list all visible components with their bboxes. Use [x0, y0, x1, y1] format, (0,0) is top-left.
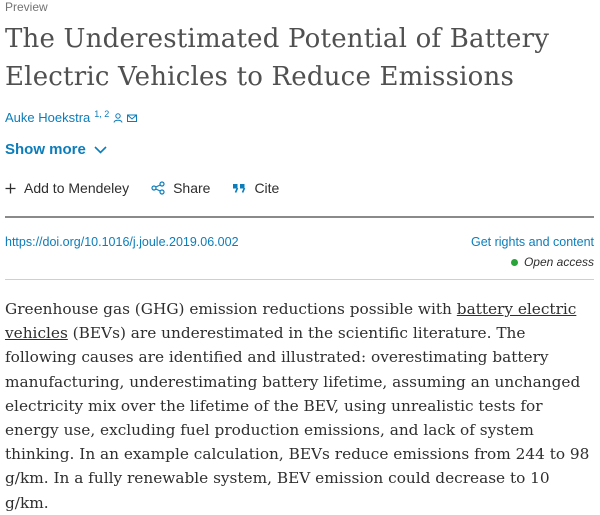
- preview-label: Preview: [5, 0, 48, 14]
- add-to-mendeley-button[interactable]: Add to Mendeley: [5, 180, 129, 196]
- header-divider: [5, 216, 594, 218]
- abstract-divider: [5, 279, 594, 280]
- cite-label: Cite: [254, 180, 280, 196]
- email-icon[interactable]: [127, 113, 138, 123]
- mendeley-label: Add to Mendeley: [24, 180, 130, 196]
- share-label: Share: [173, 180, 211, 196]
- cite-button[interactable]: Cite: [232, 180, 279, 196]
- abstract-text: Greenhouse gas (GHG) emission reductions…: [5, 297, 594, 515]
- show-more-button[interactable]: Show more: [5, 141, 594, 158]
- share-icon: [151, 181, 165, 195]
- share-button[interactable]: Share: [151, 180, 210, 196]
- author-affiliations[interactable]: 1, 2: [94, 108, 110, 119]
- article-header: Preview The Underestimated Potential of …: [5, 0, 594, 515]
- author-line: Auke Hoekstra 1, 2: [5, 108, 594, 125]
- bev-topic-link[interactable]: battery electric vehicles: [5, 300, 577, 343]
- article-actions: Add to Mendeley Share Cite: [5, 180, 594, 196]
- open-access-dot-icon: [510, 258, 518, 266]
- open-access-badge: Open access: [5, 255, 594, 269]
- abstract-part-2: (BEVs) are underestimated in the scienti…: [5, 324, 590, 512]
- doi-link[interactable]: https://doi.org/10.1016/j.joule.2019.06.…: [5, 235, 239, 249]
- show-more-label: Show more: [5, 141, 86, 158]
- quote-icon: [233, 184, 246, 193]
- author-name[interactable]: Auke Hoekstra: [5, 110, 91, 125]
- get-rights-link[interactable]: Get rights and content: [471, 235, 594, 249]
- abstract-part-1: Greenhouse gas (GHG) emission reductions…: [5, 300, 457, 318]
- chevron-down-icon: [94, 145, 107, 154]
- person-icon[interactable]: [113, 112, 123, 123]
- article-title: The Underestimated Potential of Battery …: [5, 24, 550, 92]
- open-access-label: Open access: [523, 255, 594, 269]
- doi-row: https://doi.org/10.1016/j.joule.2019.06.…: [5, 235, 594, 249]
- plus-icon: [5, 183, 16, 193]
